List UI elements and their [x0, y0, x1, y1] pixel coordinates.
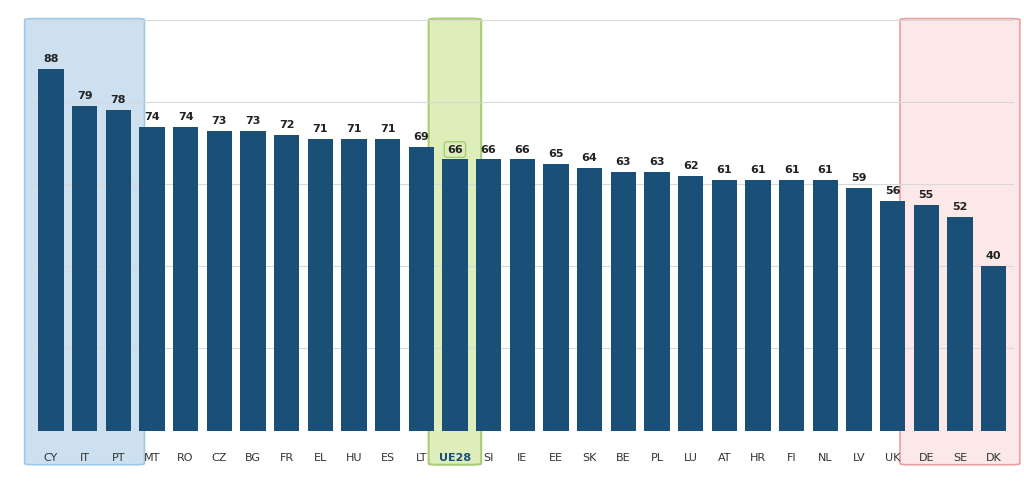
Bar	[745, 180, 770, 431]
Text: 64: 64	[582, 153, 597, 163]
Text: 55: 55	[919, 190, 934, 200]
Bar	[813, 180, 838, 431]
Bar	[375, 139, 400, 431]
Text: 66: 66	[480, 145, 497, 154]
Bar	[38, 69, 63, 431]
Text: 52: 52	[952, 202, 968, 212]
Text: 61: 61	[817, 165, 834, 175]
Bar	[610, 172, 636, 431]
Text: 73: 73	[212, 116, 227, 126]
Bar	[779, 180, 804, 431]
Text: 66: 66	[447, 145, 463, 154]
Text: 40: 40	[986, 251, 1001, 261]
Bar	[173, 127, 199, 431]
Text: 61: 61	[751, 165, 766, 175]
Text: 74: 74	[178, 112, 194, 122]
Bar	[207, 131, 231, 431]
Text: 63: 63	[615, 157, 631, 167]
Bar	[644, 172, 670, 431]
Bar	[442, 159, 468, 431]
Text: 69: 69	[414, 132, 429, 142]
Bar	[846, 188, 871, 431]
Bar	[880, 200, 905, 431]
Bar	[274, 135, 299, 431]
Bar	[341, 139, 367, 431]
Bar	[947, 217, 973, 431]
FancyBboxPatch shape	[900, 19, 1020, 465]
Bar	[105, 110, 131, 431]
Text: 71: 71	[346, 124, 361, 134]
Text: 62: 62	[683, 161, 698, 171]
Text: 74: 74	[144, 112, 160, 122]
Bar	[577, 168, 602, 431]
Text: 59: 59	[851, 173, 866, 183]
Text: 71: 71	[380, 124, 395, 134]
Bar	[72, 106, 97, 431]
Text: 63: 63	[649, 157, 665, 167]
Bar	[544, 163, 568, 431]
Text: 88: 88	[43, 54, 58, 64]
Text: 71: 71	[312, 124, 328, 134]
Bar	[678, 176, 703, 431]
Bar	[409, 147, 434, 431]
Text: 79: 79	[77, 91, 92, 101]
Bar	[139, 127, 165, 431]
Text: 65: 65	[548, 148, 563, 159]
Bar	[476, 159, 501, 431]
Text: 61: 61	[717, 165, 732, 175]
Text: 61: 61	[783, 165, 800, 175]
FancyBboxPatch shape	[25, 19, 144, 465]
Text: 66: 66	[514, 145, 530, 154]
Bar	[981, 266, 1007, 431]
Bar	[510, 159, 535, 431]
Text: 78: 78	[111, 95, 126, 105]
FancyBboxPatch shape	[429, 19, 481, 465]
Bar	[712, 180, 737, 431]
Text: 56: 56	[885, 186, 900, 196]
Bar	[241, 131, 265, 431]
Text: 72: 72	[279, 120, 294, 130]
Bar	[307, 139, 333, 431]
Text: 73: 73	[245, 116, 260, 126]
Bar	[913, 205, 939, 431]
